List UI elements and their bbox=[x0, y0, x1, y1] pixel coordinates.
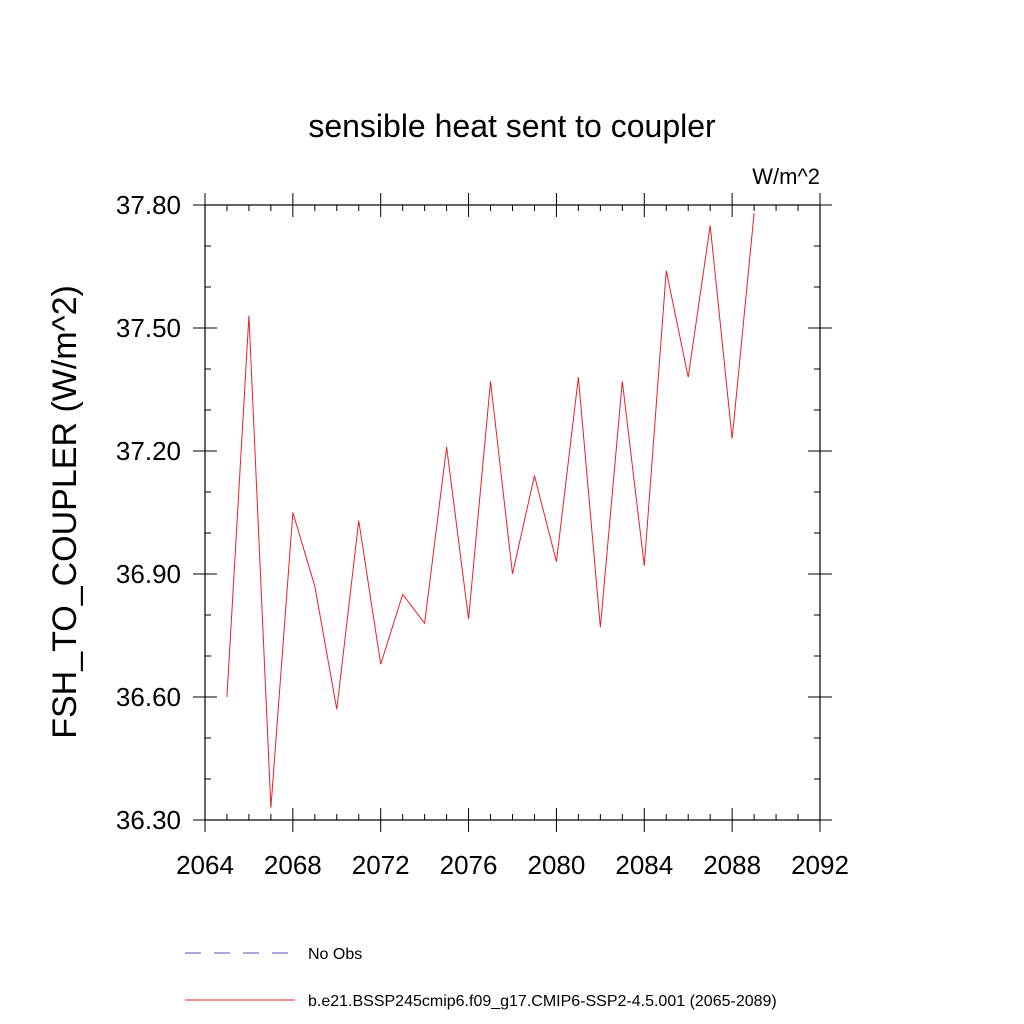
legend-label-no-obs: No Obs bbox=[308, 946, 362, 963]
plot-frame bbox=[204, 204, 821, 821]
x-tick-label: 2084 bbox=[615, 850, 673, 880]
y-tick-labels: 36.30 36.60 36.90 37.20 37.50 37.80 bbox=[116, 190, 181, 835]
y-tick-label: 37.20 bbox=[116, 436, 181, 466]
x-tick-label: 2076 bbox=[440, 850, 498, 880]
x-tick-labels: 2064 2068 2072 2076 2080 2084 2088 2092 bbox=[176, 850, 849, 880]
y-tick-label: 36.30 bbox=[116, 805, 181, 835]
legend-label-model: b.e21.BSSP245cmip6.f09_g17.CMIP6-SSP2-4.… bbox=[308, 993, 777, 1010]
y-tick-label: 36.60 bbox=[116, 682, 181, 712]
x-tick-label: 2072 bbox=[352, 850, 410, 880]
y-axis-label: FSH_TO_COUPLER (W/m^2) bbox=[46, 285, 84, 739]
y-tick-label: 37.80 bbox=[116, 190, 181, 220]
x-tick-label: 2092 bbox=[791, 850, 849, 880]
x-tick-label: 2088 bbox=[703, 850, 761, 880]
chart-title: sensible heat sent to coupler bbox=[308, 108, 716, 144]
x-tick-label: 2080 bbox=[528, 850, 586, 880]
series-line-1 bbox=[226, 213, 755, 808]
y-tick-label: 37.50 bbox=[116, 313, 181, 343]
units-label: W/m^2 bbox=[752, 164, 820, 189]
series-layer bbox=[226, 213, 755, 808]
axis-ticks bbox=[193, 193, 832, 832]
x-tick-label: 2068 bbox=[264, 850, 322, 880]
y-tick-label: 36.90 bbox=[116, 559, 181, 589]
legend: No Obs b.e21.BSSP245cmip6.f09_g17.CMIP6-… bbox=[185, 946, 777, 1010]
x-tick-label: 2064 bbox=[176, 850, 234, 880]
